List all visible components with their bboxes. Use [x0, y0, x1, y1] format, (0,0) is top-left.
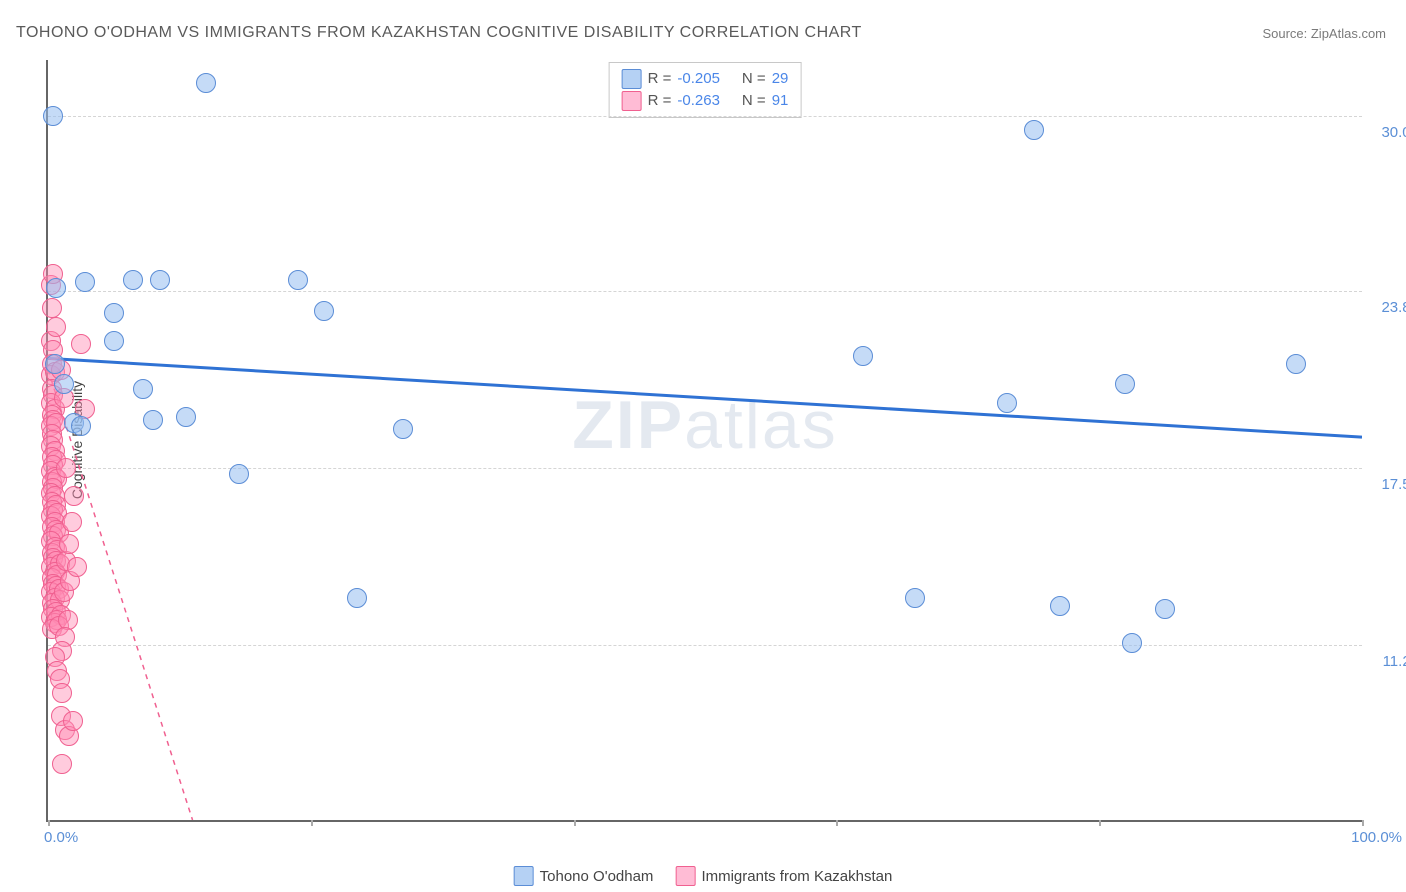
data-point	[1286, 354, 1306, 374]
square-icon	[514, 866, 534, 886]
square-icon	[622, 69, 642, 89]
data-point	[71, 416, 91, 436]
x-tick	[311, 820, 313, 826]
data-point	[42, 298, 62, 318]
data-point	[123, 270, 143, 290]
legend-label: Tohono O'odham	[540, 868, 654, 885]
data-point	[176, 407, 196, 427]
data-point	[71, 334, 91, 354]
data-point	[56, 458, 76, 478]
data-point	[133, 379, 153, 399]
data-point	[1122, 633, 1142, 653]
source-label: Source: ZipAtlas.com	[1262, 26, 1386, 41]
legend-label: Immigrants from Kazakhstan	[701, 868, 892, 885]
r-label: R =	[648, 90, 672, 112]
x-tick	[48, 820, 50, 826]
data-point	[104, 303, 124, 323]
data-point	[67, 557, 87, 577]
n-label: N =	[742, 90, 766, 112]
data-point	[64, 486, 84, 506]
data-point	[54, 374, 74, 394]
legend-row: R = -0.263 N = 91	[622, 90, 789, 112]
square-icon	[675, 866, 695, 886]
y-tick-label: 11.2%	[1368, 653, 1406, 670]
r-label: R =	[648, 68, 672, 90]
x-tick	[574, 820, 576, 826]
n-label: N =	[742, 68, 766, 90]
data-point	[62, 512, 82, 532]
data-point	[314, 301, 334, 321]
data-point	[43, 106, 63, 126]
data-point	[104, 331, 124, 351]
y-tick-label: 23.8%	[1368, 299, 1406, 316]
data-point	[52, 754, 72, 774]
data-point	[150, 270, 170, 290]
n-value: 91	[772, 90, 789, 112]
y-tick-label: 17.5%	[1368, 476, 1406, 493]
series-legend: Tohono O'odham Immigrants from Kazakhsta…	[514, 866, 893, 886]
r-value: -0.205	[677, 68, 720, 90]
trend-lines	[48, 60, 1362, 820]
data-point	[288, 270, 308, 290]
data-point	[1024, 120, 1044, 140]
data-point	[143, 410, 163, 430]
x-tick	[836, 820, 838, 826]
data-point	[196, 73, 216, 93]
scatter-plot: Cognitive Disability ZIPatlas R = -0.205…	[46, 60, 1362, 822]
data-point	[1115, 374, 1135, 394]
gridline	[48, 645, 1362, 646]
data-point	[853, 346, 873, 366]
data-point	[59, 534, 79, 554]
data-point	[997, 393, 1017, 413]
data-point	[52, 683, 72, 703]
gridline	[48, 291, 1362, 292]
x-tick	[1099, 820, 1101, 826]
legend-row: R = -0.205 N = 29	[622, 68, 789, 90]
data-point	[46, 278, 66, 298]
data-point	[347, 588, 367, 608]
gridline	[48, 116, 1362, 117]
x-tick	[1362, 820, 1364, 826]
y-tick-label: 30.0%	[1368, 124, 1406, 141]
legend-item: Tohono O'odham	[514, 866, 654, 886]
data-point	[63, 711, 83, 731]
data-point	[905, 588, 925, 608]
data-point	[45, 354, 65, 374]
data-point	[229, 464, 249, 484]
x-tick-label: 0.0%	[44, 829, 78, 846]
data-point	[1050, 596, 1070, 616]
watermark-text: ZIPatlas	[572, 386, 837, 464]
data-point	[393, 419, 413, 439]
data-point	[46, 317, 66, 337]
correlation-legend: R = -0.205 N = 29 R = -0.263 N = 91	[609, 62, 802, 118]
chart-title: TOHONO O'ODHAM VS IMMIGRANTS FROM KAZAKH…	[16, 24, 862, 42]
data-point	[75, 272, 95, 292]
square-icon	[622, 91, 642, 111]
r-value: -0.263	[677, 90, 720, 112]
x-tick-label: 100.0%	[1351, 829, 1402, 846]
n-value: 29	[772, 68, 789, 90]
data-point	[1155, 599, 1175, 619]
legend-item: Immigrants from Kazakhstan	[675, 866, 892, 886]
